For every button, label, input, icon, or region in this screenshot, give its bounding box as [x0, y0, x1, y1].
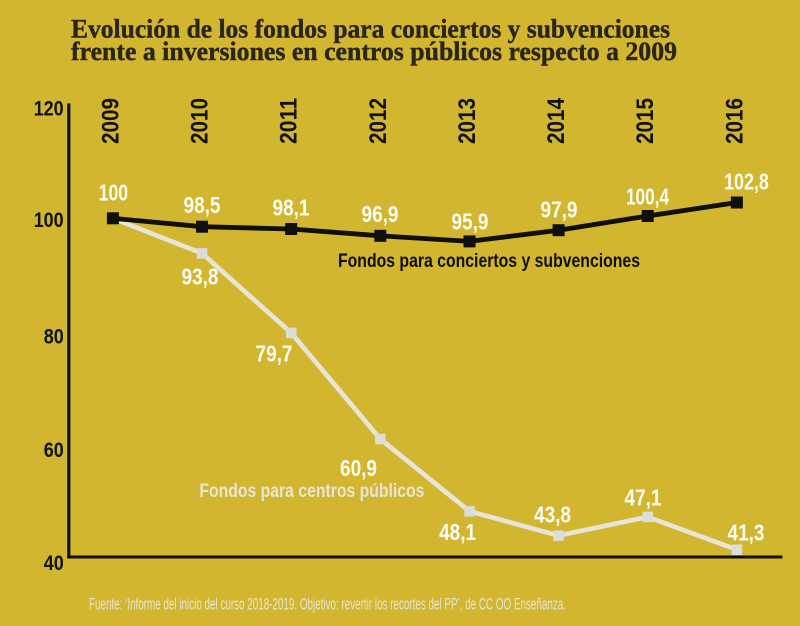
svg-text:43,8: 43,8	[534, 501, 571, 527]
svg-text:98,5: 98,5	[184, 192, 221, 218]
svg-text:2014: 2014	[543, 97, 570, 144]
svg-text:Fondos para centros públicos: Fondos para centros públicos	[199, 480, 424, 502]
svg-text:79,7: 79,7	[256, 340, 293, 366]
svg-text:80: 80	[44, 326, 64, 349]
svg-text:2012: 2012	[365, 98, 392, 144]
svg-text:100: 100	[99, 179, 129, 205]
svg-text:60: 60	[44, 439, 64, 462]
svg-text:40: 40	[44, 552, 64, 575]
svg-text:41,3: 41,3	[728, 519, 765, 545]
svg-text:100: 100	[34, 209, 64, 232]
svg-text:93,8: 93,8	[182, 263, 219, 289]
svg-text:47,1: 47,1	[625, 485, 662, 511]
svg-text:Fondos para conciertos y subve: Fondos para conciertos y subvenciones	[338, 251, 640, 272]
svg-text:100,4: 100,4	[626, 183, 669, 209]
svg-text:Evolución de los fondos para c: Evolución de los fondos para conciertos …	[71, 15, 670, 44]
svg-text:2016: 2016	[722, 98, 749, 144]
svg-text:98,1: 98,1	[273, 194, 310, 220]
svg-text:102,8: 102,8	[724, 168, 769, 194]
svg-text:97,9: 97,9	[541, 196, 578, 222]
svg-text:Fuente: ‘Informe del inicio de: Fuente: ‘Informe del inicio del curso 20…	[89, 596, 566, 614]
svg-text:95,9: 95,9	[452, 208, 489, 234]
svg-text:48,1: 48,1	[439, 519, 476, 545]
svg-text:frente a inversiones en centro: frente a inversiones en centros públicos…	[71, 37, 677, 66]
svg-text:2013: 2013	[454, 98, 481, 144]
svg-text:120: 120	[34, 98, 64, 121]
svg-text:2009: 2009	[97, 98, 124, 144]
svg-text:60,9: 60,9	[340, 455, 377, 481]
svg-text:2015: 2015	[632, 98, 659, 144]
svg-text:2010: 2010	[187, 98, 214, 144]
svg-text:96,9: 96,9	[362, 201, 399, 227]
svg-text:2011: 2011	[276, 98, 303, 144]
